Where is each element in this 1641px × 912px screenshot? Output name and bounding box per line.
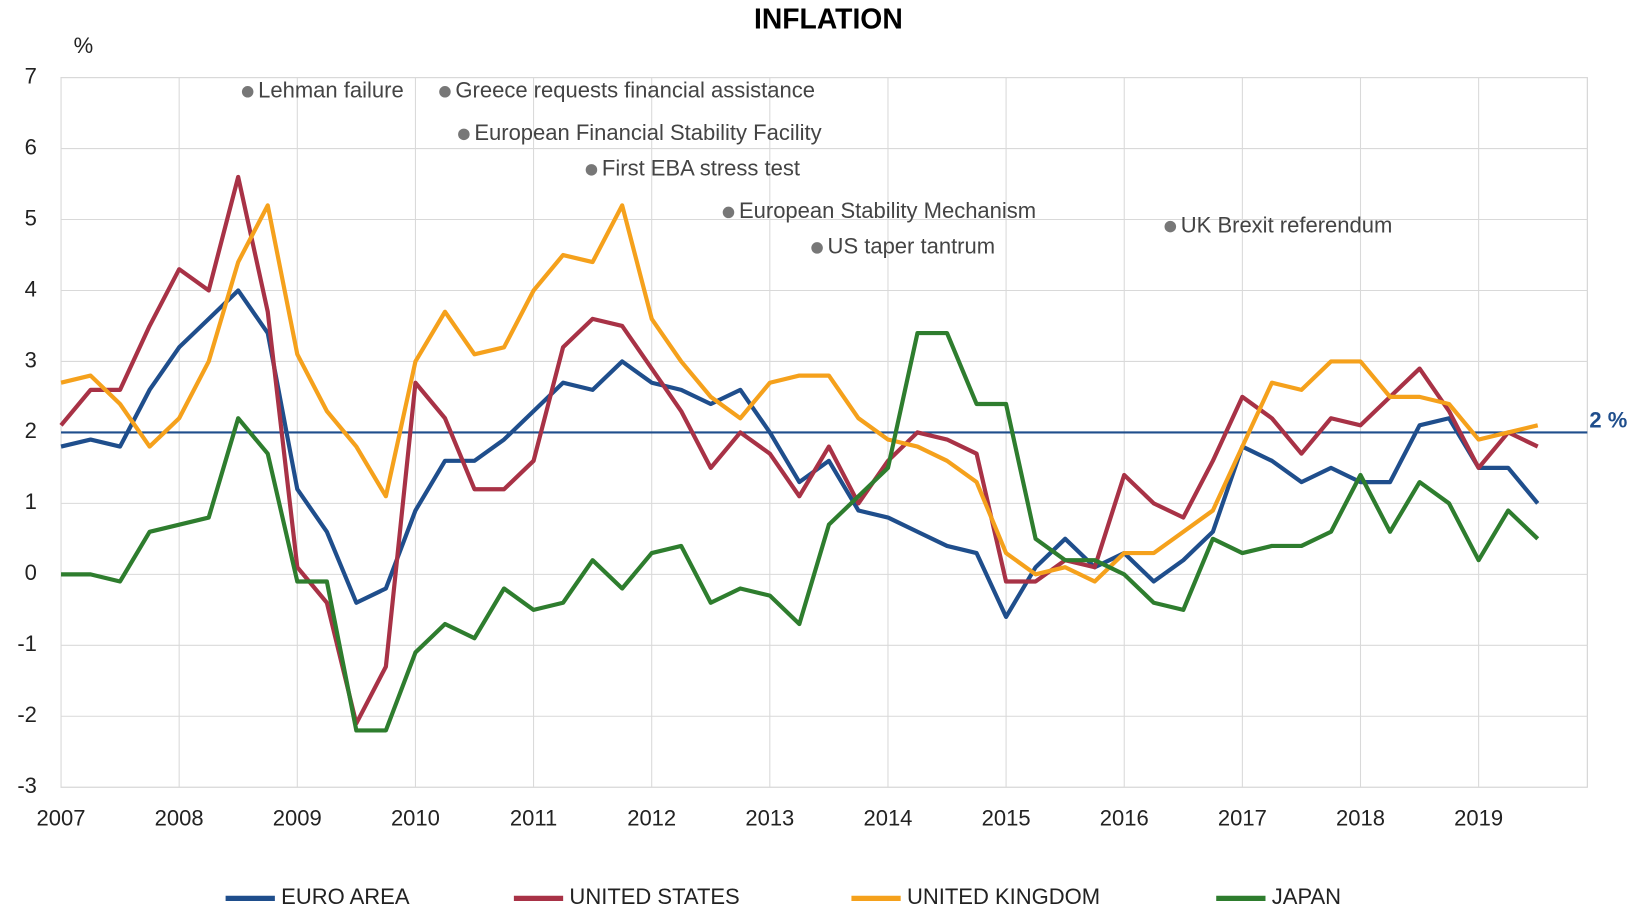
x-tick-label: 2012: [627, 806, 676, 831]
series-line: [59, 174, 1539, 726]
y-tick-label: 1: [25, 489, 37, 514]
y-tick-label: 4: [25, 276, 37, 301]
x-tick-label: 2010: [391, 806, 440, 831]
series-line: [60, 203, 1539, 584]
x-tick-label: 2017: [1218, 806, 1267, 831]
x-tick-label: 2019: [1454, 806, 1503, 831]
legend-label: UNITED STATES: [569, 884, 739, 909]
annotation-text: US taper tantrum: [828, 234, 996, 259]
x-tick-label: 2018: [1336, 806, 1385, 831]
annotation-text: Greece requests financial assistance: [455, 78, 815, 103]
legend-label: EURO AREA: [281, 884, 410, 909]
y-tick-label: -2: [17, 702, 37, 727]
annotation-text: European Stability Mechanism: [739, 198, 1036, 223]
annotation-dot: [811, 242, 823, 254]
x-tick-label: 2013: [745, 806, 794, 831]
y-tick-label: 7: [25, 63, 37, 88]
legend-label: JAPAN: [1272, 884, 1341, 909]
annotation-dot: [1164, 220, 1177, 233]
annotation-dot: [722, 206, 735, 219]
legend-label: UNITED KINGDOM: [907, 884, 1100, 909]
annotation-dot: [585, 164, 598, 176]
y-tick-label: 5: [25, 205, 37, 230]
annotation-text: European Financial Stability Facility: [474, 120, 821, 145]
x-tick-label: 2007: [37, 806, 86, 831]
x-tick-label: 2011: [510, 806, 557, 831]
annotation-text: Lehman failure: [258, 78, 404, 103]
series-line: [60, 288, 1540, 620]
y-tick-label: 6: [25, 134, 37, 159]
x-tick-label: 2008: [155, 806, 204, 831]
y-tick-label: -3: [17, 773, 37, 798]
series-line: [61, 330, 1540, 733]
y-tick-label: 0: [25, 560, 37, 585]
annotation-text: UK Brexit referendum: [1181, 212, 1393, 237]
y-tick-label: 3: [25, 347, 37, 372]
reference-label: 2 %: [1589, 408, 1627, 433]
x-tick-label: 2016: [1100, 806, 1149, 831]
y-tick-label: 2: [25, 418, 37, 443]
chart-title: INFLATION: [754, 2, 903, 34]
y-tick-label: -1: [17, 631, 37, 656]
annotation-dot: [241, 86, 254, 98]
x-tick-label: 2015: [982, 806, 1031, 831]
y-unit: %: [74, 33, 94, 58]
x-tick-label: 2009: [273, 806, 322, 831]
annotation-text: First EBA stress test: [602, 156, 800, 181]
annotation-dot: [458, 128, 470, 141]
x-tick-label: 2014: [863, 806, 912, 831]
annotation-dot: [439, 86, 451, 98]
